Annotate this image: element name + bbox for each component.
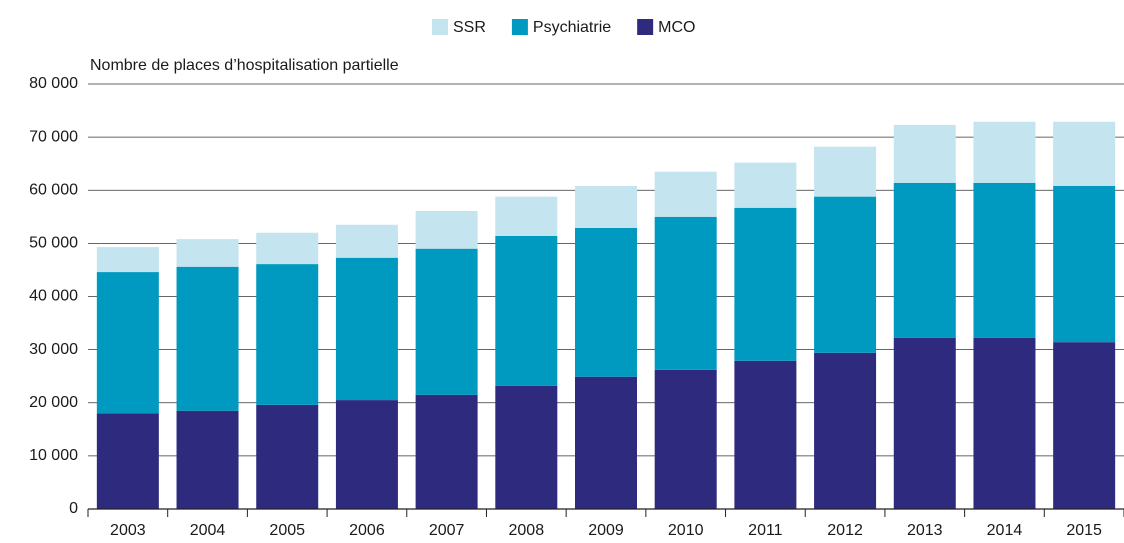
x-tick-label: 2007 <box>429 522 465 539</box>
y-tick-label: 40 000 <box>29 288 78 305</box>
bar-segment <box>973 121 1036 183</box>
bar-segment <box>893 337 956 509</box>
bar-segment <box>96 413 159 509</box>
y-tick-label: 20 000 <box>29 394 78 411</box>
bar-segment <box>176 239 239 267</box>
bar-segment <box>256 404 319 509</box>
bar-segment <box>734 360 797 509</box>
bar-segment <box>893 124 956 183</box>
bar-segment <box>734 162 797 208</box>
bar-segment <box>814 352 877 509</box>
y-tick-label: 60 000 <box>29 181 78 198</box>
bar-segment <box>893 182 956 338</box>
legend-label: SSR <box>453 19 486 36</box>
bar-segment <box>96 247 159 273</box>
bar-segment <box>734 207 797 361</box>
bar-segment <box>415 210 478 249</box>
bar-segment <box>415 394 478 509</box>
legend-label: Psychiatrie <box>533 19 611 36</box>
bar-segment <box>1053 121 1116 186</box>
x-tick-label: 2008 <box>509 522 545 539</box>
legend-swatch <box>432 19 448 35</box>
x-tick-label: 2012 <box>827 522 863 539</box>
x-tick-label: 2004 <box>190 522 226 539</box>
bar-segment <box>176 266 239 411</box>
bar-segment <box>814 196 877 353</box>
bar-segment <box>1053 186 1116 343</box>
bar-segment <box>654 216 717 370</box>
bar-segment <box>495 235 558 386</box>
x-tick-label: 2003 <box>110 522 146 539</box>
y-tick-label: 70 000 <box>29 128 78 145</box>
x-tick-label: 2010 <box>668 522 704 539</box>
legend-label: MCO <box>658 19 695 36</box>
bar-segment <box>415 248 478 395</box>
bar-segment <box>96 272 159 414</box>
y-tick-label: 80 000 <box>29 75 78 92</box>
y-tick-label: 10 000 <box>29 447 78 464</box>
x-tick-label: 2005 <box>269 522 305 539</box>
bar-segment <box>575 227 637 377</box>
legend-swatch <box>511 19 528 35</box>
bar-segment <box>1053 342 1116 509</box>
x-tick-label: 2013 <box>907 522 943 539</box>
y-axis-label: Nombre de places d’hospitalisation parti… <box>90 57 399 74</box>
bar-segment <box>495 385 558 509</box>
x-tick-label: 2014 <box>987 522 1023 539</box>
bar-segment <box>256 232 319 265</box>
legend-swatch <box>637 19 654 35</box>
bar-segment <box>654 369 717 509</box>
bar-segment <box>335 400 398 509</box>
bar-segment <box>176 410 239 509</box>
y-tick-label: 50 000 <box>29 235 78 252</box>
bar-segment <box>973 337 1036 509</box>
bar-segment <box>654 171 717 217</box>
bar-segment <box>256 264 319 405</box>
bar-segment <box>575 376 637 509</box>
x-tick-label: 2011 <box>748 522 783 539</box>
x-tick-label: 2009 <box>588 522 624 539</box>
y-tick-label: 0 <box>69 500 78 517</box>
bar-segment <box>495 196 558 236</box>
x-tick-label: 2006 <box>349 522 385 539</box>
bar-segment <box>575 186 637 228</box>
bar-segment <box>973 182 1036 338</box>
y-tick-label: 30 000 <box>29 341 78 358</box>
bar-segment <box>814 146 877 197</box>
x-tick-label: 2015 <box>1066 522 1102 539</box>
bar-segment <box>335 224 398 258</box>
bar-segment <box>335 257 398 401</box>
